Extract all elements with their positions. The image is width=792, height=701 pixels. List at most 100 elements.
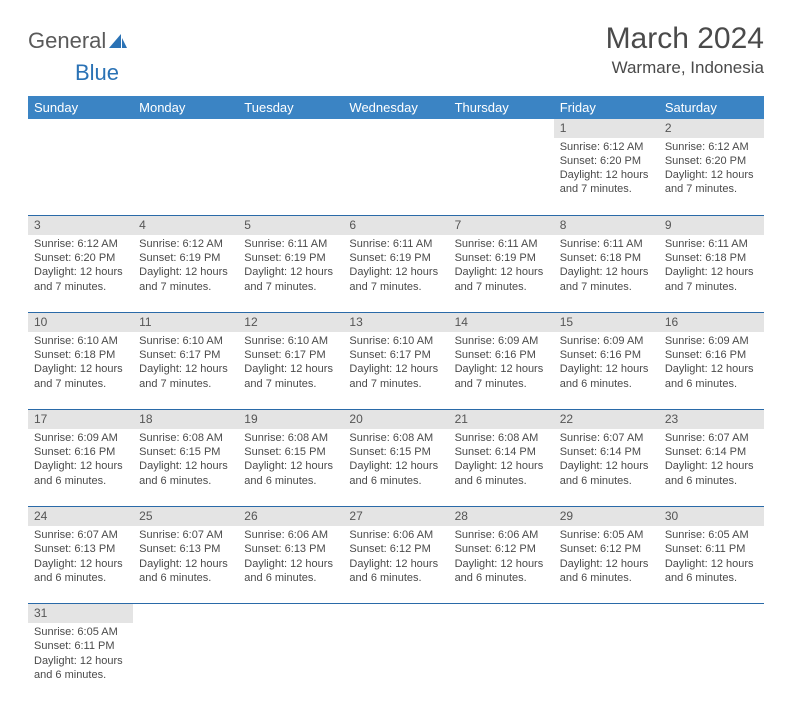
day-detail-cell [449, 138, 554, 216]
day-number-row: 3456789 [28, 216, 764, 235]
day-detail-cell [133, 138, 238, 216]
sunset-text: Sunset: 6:14 PM [455, 445, 548, 459]
daylight-text: Daylight: 12 hours and 6 minutes. [560, 459, 653, 488]
sunset-text: Sunset: 6:19 PM [244, 251, 337, 265]
day-number-cell: 28 [449, 507, 554, 526]
weekday-header: Sunday [28, 96, 133, 119]
day-detail-cell: Sunrise: 6:08 AMSunset: 6:15 PMDaylight:… [133, 429, 238, 507]
day-detail-cell: Sunrise: 6:09 AMSunset: 6:16 PMDaylight:… [554, 332, 659, 410]
daylight-text: Daylight: 12 hours and 7 minutes. [349, 265, 442, 294]
day-number-row: 17181920212223 [28, 410, 764, 429]
sunrise-text: Sunrise: 6:06 AM [244, 528, 337, 542]
daylight-text: Daylight: 12 hours and 6 minutes. [139, 459, 232, 488]
day-number-cell: 9 [659, 216, 764, 235]
day-number-cell [133, 604, 238, 623]
sunrise-text: Sunrise: 6:05 AM [560, 528, 653, 542]
sunset-text: Sunset: 6:17 PM [139, 348, 232, 362]
day-detail-cell: Sunrise: 6:08 AMSunset: 6:15 PMDaylight:… [343, 429, 448, 507]
daylight-text: Daylight: 12 hours and 7 minutes. [34, 265, 127, 294]
daylight-text: Daylight: 12 hours and 7 minutes. [34, 362, 127, 391]
day-number-cell: 29 [554, 507, 659, 526]
daylight-text: Daylight: 12 hours and 6 minutes. [244, 557, 337, 586]
day-detail-cell: Sunrise: 6:09 AMSunset: 6:16 PMDaylight:… [659, 332, 764, 410]
weekday-header: Tuesday [238, 96, 343, 119]
sunrise-text: Sunrise: 6:05 AM [665, 528, 758, 542]
sunset-text: Sunset: 6:16 PM [560, 348, 653, 362]
day-number-cell [343, 119, 448, 138]
day-number-cell [343, 604, 448, 623]
daylight-text: Daylight: 12 hours and 7 minutes. [455, 362, 548, 391]
day-number-cell [554, 604, 659, 623]
day-detail-cell: Sunrise: 6:11 AMSunset: 6:19 PMDaylight:… [238, 235, 343, 313]
sunrise-text: Sunrise: 6:06 AM [349, 528, 442, 542]
sunrise-text: Sunrise: 6:07 AM [34, 528, 127, 542]
day-number-cell: 6 [343, 216, 448, 235]
day-number-cell: 24 [28, 507, 133, 526]
day-detail-cell: Sunrise: 6:11 AMSunset: 6:18 PMDaylight:… [659, 235, 764, 313]
sunset-text: Sunset: 6:11 PM [665, 542, 758, 556]
sunrise-text: Sunrise: 6:10 AM [34, 334, 127, 348]
daylight-text: Daylight: 12 hours and 6 minutes. [139, 557, 232, 586]
sunrise-text: Sunrise: 6:11 AM [455, 237, 548, 251]
day-number-cell: 17 [28, 410, 133, 429]
day-detail-cell: Sunrise: 6:10 AMSunset: 6:17 PMDaylight:… [343, 332, 448, 410]
sunrise-text: Sunrise: 6:05 AM [34, 625, 127, 639]
sunrise-text: Sunrise: 6:12 AM [665, 140, 758, 154]
sunrise-text: Sunrise: 6:09 AM [665, 334, 758, 348]
day-detail-row: Sunrise: 6:12 AMSunset: 6:20 PMDaylight:… [28, 138, 764, 216]
day-number-row: 24252627282930 [28, 507, 764, 526]
day-number-cell: 27 [343, 507, 448, 526]
day-detail-cell: Sunrise: 6:12 AMSunset: 6:20 PMDaylight:… [659, 138, 764, 216]
day-detail-cell [343, 138, 448, 216]
sunset-text: Sunset: 6:13 PM [244, 542, 337, 556]
sunset-text: Sunset: 6:13 PM [139, 542, 232, 556]
day-number-cell: 14 [449, 313, 554, 332]
sunrise-text: Sunrise: 6:08 AM [139, 431, 232, 445]
day-detail-row: Sunrise: 6:12 AMSunset: 6:20 PMDaylight:… [28, 235, 764, 313]
day-number-cell: 15 [554, 313, 659, 332]
day-detail-cell: Sunrise: 6:11 AMSunset: 6:19 PMDaylight:… [449, 235, 554, 313]
day-number-cell: 21 [449, 410, 554, 429]
day-detail-cell [659, 623, 764, 701]
sunrise-text: Sunrise: 6:12 AM [34, 237, 127, 251]
day-detail-cell: Sunrise: 6:06 AMSunset: 6:12 PMDaylight:… [449, 526, 554, 604]
daylight-text: Daylight: 12 hours and 7 minutes. [665, 168, 758, 197]
day-number-cell: 25 [133, 507, 238, 526]
day-number-cell: 26 [238, 507, 343, 526]
calendar-table: Sunday Monday Tuesday Wednesday Thursday… [28, 96, 764, 701]
sunrise-text: Sunrise: 6:07 AM [560, 431, 653, 445]
weekday-header-row: Sunday Monday Tuesday Wednesday Thursday… [28, 96, 764, 119]
day-number-cell: 1 [554, 119, 659, 138]
logo: General [28, 22, 129, 54]
daylight-text: Daylight: 12 hours and 7 minutes. [349, 362, 442, 391]
day-number-row: 31 [28, 604, 764, 623]
day-detail-cell: Sunrise: 6:06 AMSunset: 6:13 PMDaylight:… [238, 526, 343, 604]
sunset-text: Sunset: 6:13 PM [34, 542, 127, 556]
daylight-text: Daylight: 12 hours and 7 minutes. [244, 362, 337, 391]
day-number-cell: 4 [133, 216, 238, 235]
day-detail-cell [554, 623, 659, 701]
sunrise-text: Sunrise: 6:08 AM [455, 431, 548, 445]
daylight-text: Daylight: 12 hours and 6 minutes. [34, 654, 127, 683]
daylight-text: Daylight: 12 hours and 7 minutes. [560, 168, 653, 197]
day-number-cell: 23 [659, 410, 764, 429]
day-number-cell: 22 [554, 410, 659, 429]
month-title: March 2024 [606, 22, 764, 56]
sunset-text: Sunset: 6:14 PM [560, 445, 653, 459]
sunrise-text: Sunrise: 6:10 AM [139, 334, 232, 348]
sunrise-text: Sunrise: 6:08 AM [244, 431, 337, 445]
weekday-header: Wednesday [343, 96, 448, 119]
sunrise-text: Sunrise: 6:07 AM [139, 528, 232, 542]
day-detail-cell: Sunrise: 6:08 AMSunset: 6:14 PMDaylight:… [449, 429, 554, 507]
daylight-text: Daylight: 12 hours and 6 minutes. [560, 362, 653, 391]
day-number-cell: 20 [343, 410, 448, 429]
day-number-cell: 7 [449, 216, 554, 235]
daylight-text: Daylight: 12 hours and 7 minutes. [244, 265, 337, 294]
weekday-header: Thursday [449, 96, 554, 119]
day-detail-cell: Sunrise: 6:12 AMSunset: 6:20 PMDaylight:… [554, 138, 659, 216]
day-number-cell: 19 [238, 410, 343, 429]
daylight-text: Daylight: 12 hours and 6 minutes. [560, 557, 653, 586]
day-detail-cell: Sunrise: 6:10 AMSunset: 6:17 PMDaylight:… [238, 332, 343, 410]
day-number-cell: 31 [28, 604, 133, 623]
day-number-cell: 12 [238, 313, 343, 332]
